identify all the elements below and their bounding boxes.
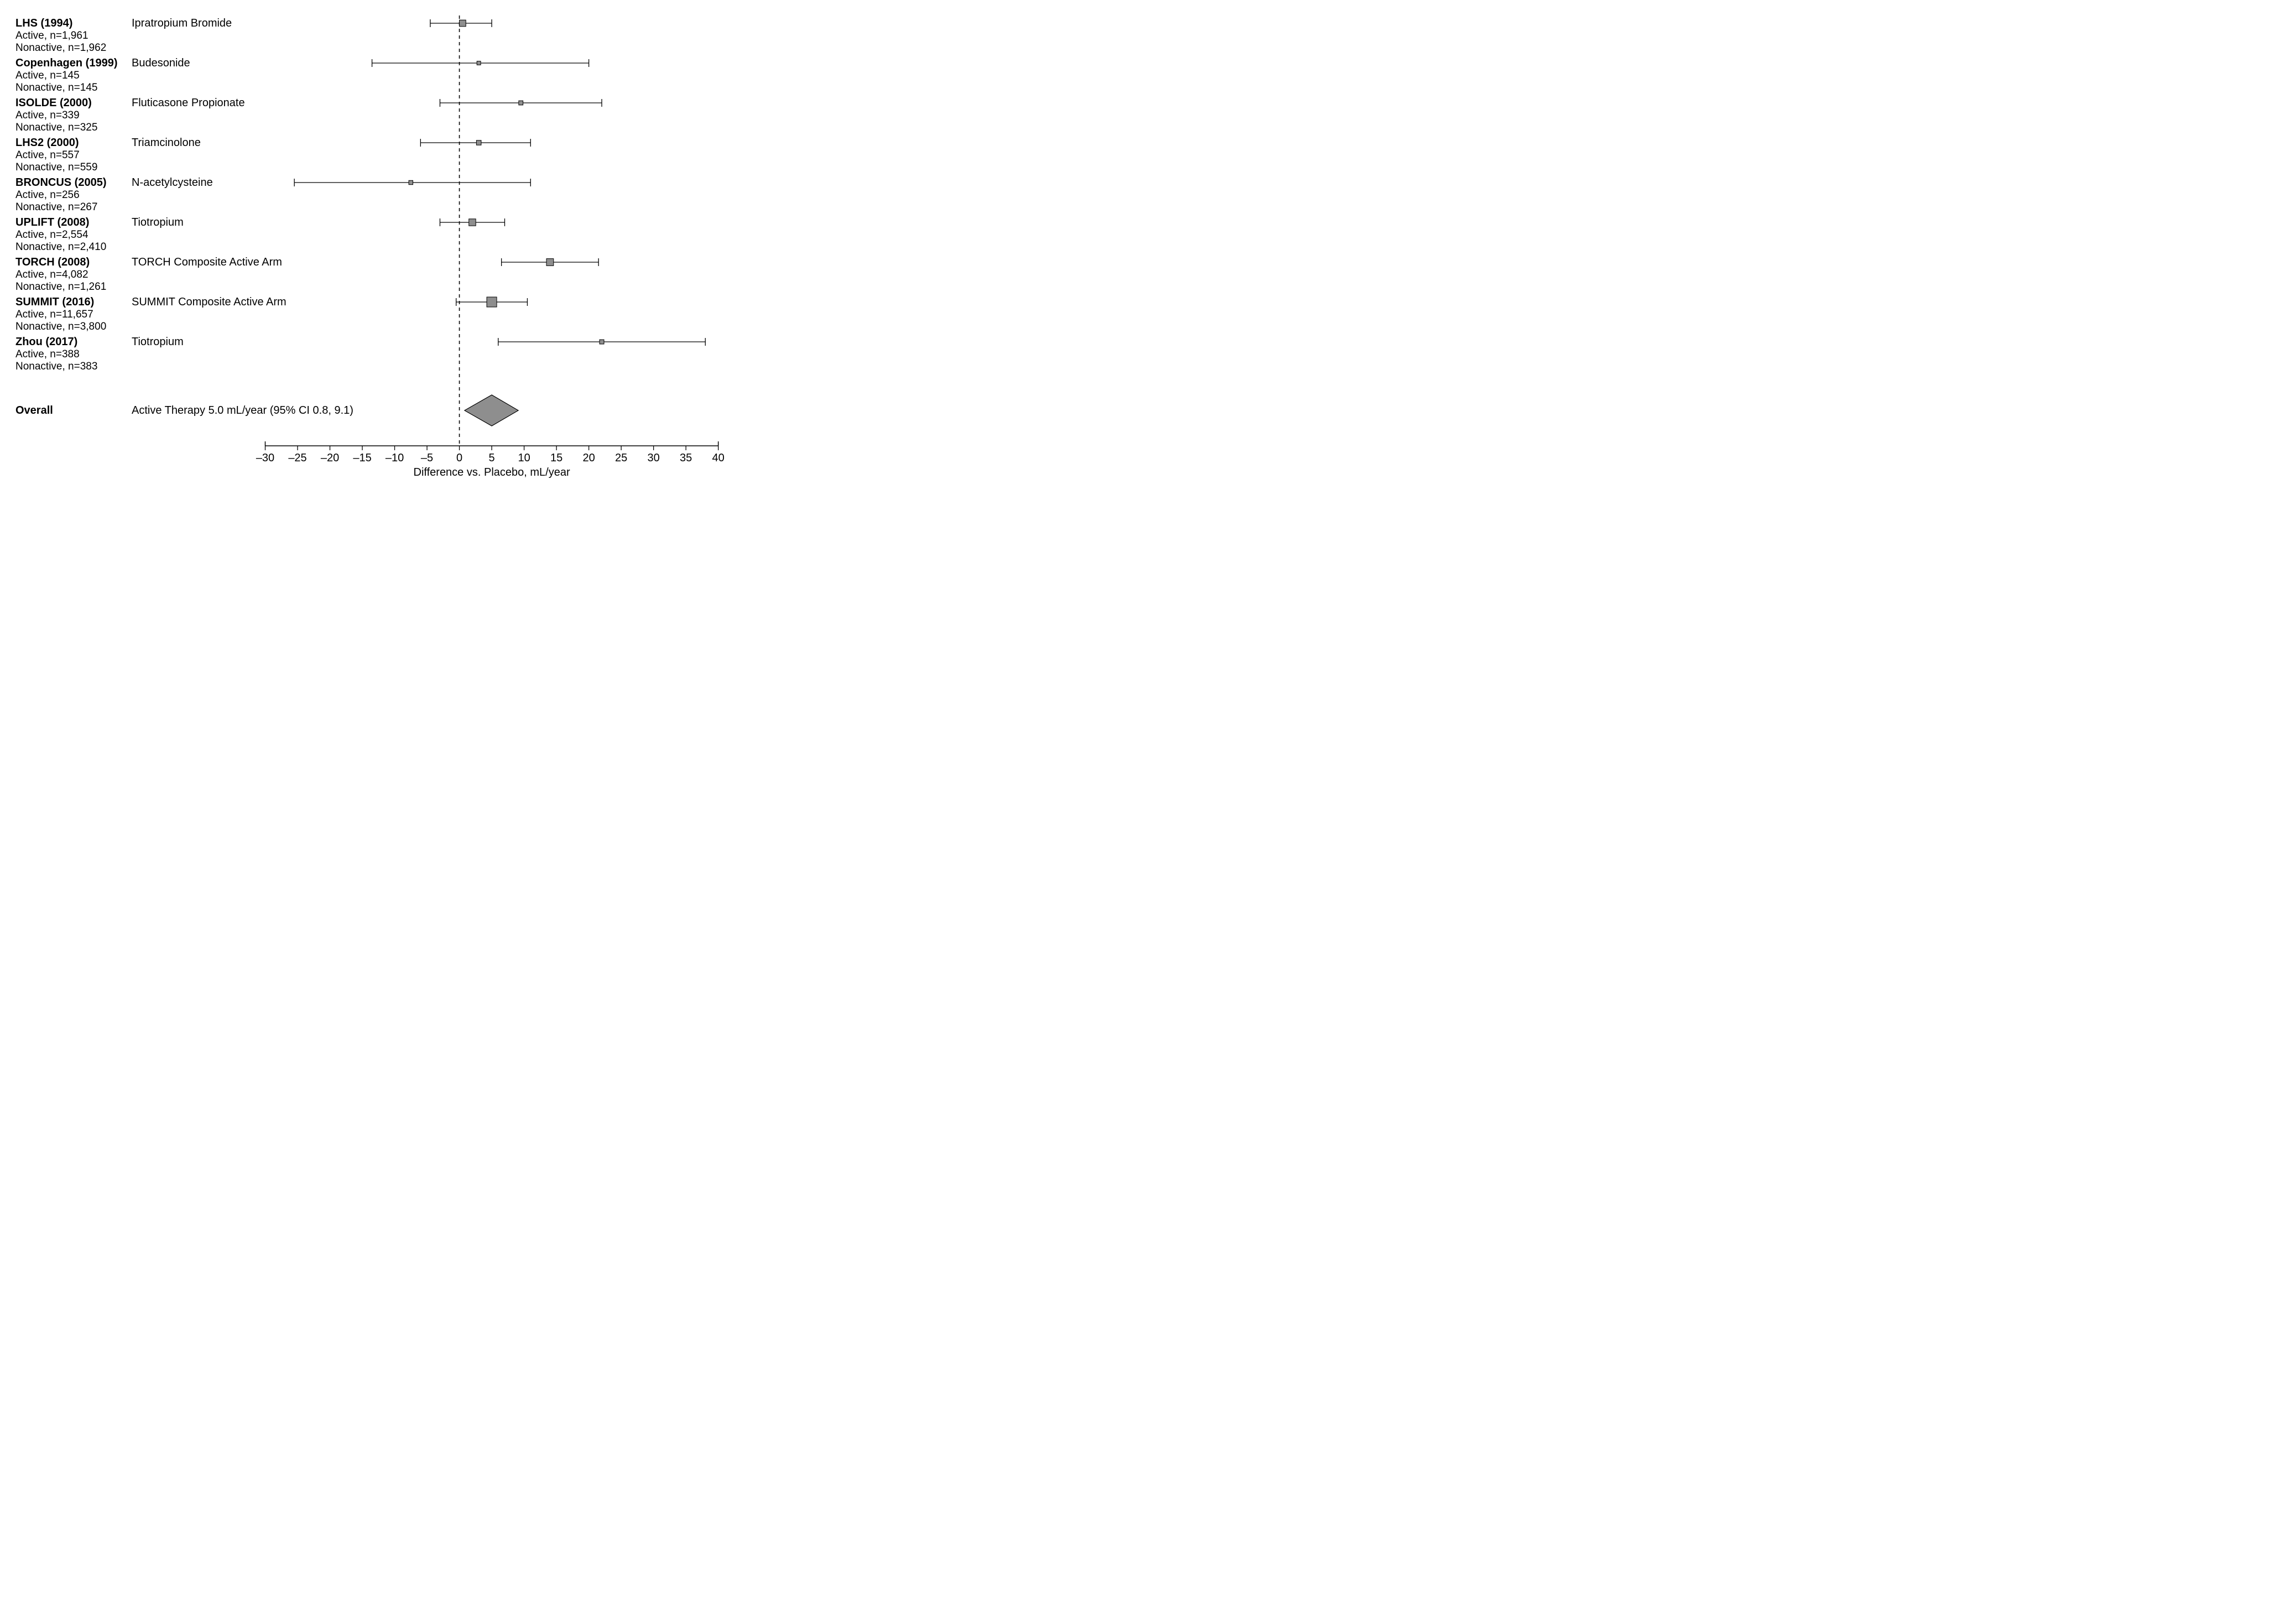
- study-active-n: Active, n=4,082: [15, 269, 88, 280]
- study-row: UPLIFT (2008)Active, n=2,554Nonactive, n…: [15, 216, 504, 253]
- x-tick-label: –25: [288, 452, 306, 464]
- study-treatment: Tiotropium: [132, 216, 184, 228]
- x-tick-label: 10: [518, 452, 530, 464]
- point-marker: [476, 140, 481, 145]
- study-name: SUMMIT (2016): [15, 296, 94, 308]
- study-nonactive-n: Nonactive, n=1,962: [15, 42, 106, 54]
- overall-summary: Active Therapy 5.0 mL/year (95% CI 0.8, …: [132, 404, 353, 417]
- x-tick-label: 40: [712, 452, 725, 464]
- forest-plot: LHS (1994)Active, n=1,961Nonactive, n=1,…: [15, 15, 729, 513]
- study-name: TORCH (2008): [15, 256, 90, 268]
- overall-row: Overall Active Therapy 5.0 mL/year (95% C…: [15, 395, 518, 426]
- study-name: Copenhagen (1999): [15, 57, 117, 69]
- study-active-n: Active, n=388: [15, 348, 80, 360]
- x-tick-label: –15: [353, 452, 371, 464]
- point-marker: [469, 219, 476, 226]
- x-axis-title: Difference vs. Placebo, mL/year: [414, 466, 570, 478]
- x-tick-label: 20: [582, 452, 595, 464]
- study-nonactive-n: Nonactive, n=383: [15, 361, 97, 372]
- x-tick-label: 30: [648, 452, 660, 464]
- study-active-n: Active, n=339: [15, 110, 80, 121]
- study-row: Zhou (2017)Active, n=388Nonactive, n=383…: [15, 336, 705, 372]
- study-active-n: Active, n=11,657: [15, 309, 93, 320]
- study-nonactive-n: Nonactive, n=2,410: [15, 241, 106, 253]
- study-treatment: Budesonide: [132, 57, 190, 69]
- study-row: Copenhagen (1999)Active, n=145Nonactive,…: [15, 57, 589, 93]
- study-row: SUMMIT (2016)Active, n=11,657Nonactive, …: [15, 296, 527, 332]
- study-nonactive-n: Nonactive, n=145: [15, 82, 97, 93]
- x-tick-label: –5: [421, 452, 433, 464]
- x-tick-label: 35: [680, 452, 692, 464]
- point-marker: [409, 180, 413, 184]
- x-tick-label: –20: [321, 452, 339, 464]
- study-active-n: Active, n=557: [15, 149, 80, 161]
- study-nonactive-n: Nonactive, n=3,800: [15, 321, 106, 332]
- study-row: LHS2 (2000)Active, n=557Nonactive, n=559…: [15, 137, 530, 173]
- study-name: Zhou (2017): [15, 336, 77, 348]
- x-tick-label: 25: [615, 452, 627, 464]
- study-row: LHS (1994)Active, n=1,961Nonactive, n=1,…: [15, 17, 492, 54]
- study-treatment: Triamcinolone: [132, 137, 201, 149]
- study-nonactive-n: Nonactive, n=1,261: [15, 281, 106, 293]
- point-marker: [546, 259, 554, 266]
- x-axis: –30 –25 –20 –15 –10 –5 0 5 10 15 20 25 30 35 40 Differe…: [256, 441, 725, 478]
- point-marker: [519, 101, 523, 105]
- study-name: LHS2 (2000): [15, 137, 79, 149]
- study-active-n: Active, n=145: [15, 70, 80, 81]
- point-marker: [477, 61, 481, 65]
- study-name: UPLIFT (2008): [15, 216, 89, 228]
- study-treatment: N-acetylcysteine: [132, 176, 213, 189]
- study-active-n: Active, n=2,554: [15, 229, 88, 241]
- point-marker: [600, 340, 604, 344]
- study-treatment: TORCH Composite Active Arm: [132, 256, 282, 268]
- study-name: ISOLDE (2000): [15, 97, 92, 109]
- study-row: ISOLDE (2000)Active, n=339Nonactive, n=3…: [15, 97, 602, 133]
- point-marker: [487, 297, 497, 307]
- study-active-n: Active, n=256: [15, 189, 80, 201]
- study-treatment: SUMMIT Composite Active Arm: [132, 296, 287, 308]
- overall-label: Overall: [15, 404, 53, 417]
- overall-diamond: [465, 395, 518, 426]
- study-nonactive-n: Nonactive, n=267: [15, 201, 97, 213]
- study-row: TORCH (2008)Active, n=4,082Nonactive, n=…: [15, 256, 598, 293]
- study-row: BRONCUS (2005)Active, n=256Nonactive, n=…: [15, 176, 530, 213]
- point-marker: [460, 20, 466, 27]
- study-treatment: Ipratropium Bromide: [132, 17, 232, 29]
- study-treatment: Tiotropium: [132, 336, 184, 348]
- study-active-n: Active, n=1,961: [15, 30, 88, 41]
- study-name: LHS (1994): [15, 17, 72, 29]
- x-tick-label: 15: [550, 452, 562, 464]
- x-tick-label: 5: [489, 452, 495, 464]
- x-tick-label: –10: [386, 452, 404, 464]
- study-nonactive-n: Nonactive, n=325: [15, 122, 97, 133]
- study-treatment: Fluticasone Propionate: [132, 97, 245, 109]
- x-tick-label: –30: [256, 452, 274, 464]
- study-name: BRONCUS (2005): [15, 176, 106, 189]
- study-nonactive-n: Nonactive, n=559: [15, 162, 97, 173]
- x-tick-label: 0: [456, 452, 462, 464]
